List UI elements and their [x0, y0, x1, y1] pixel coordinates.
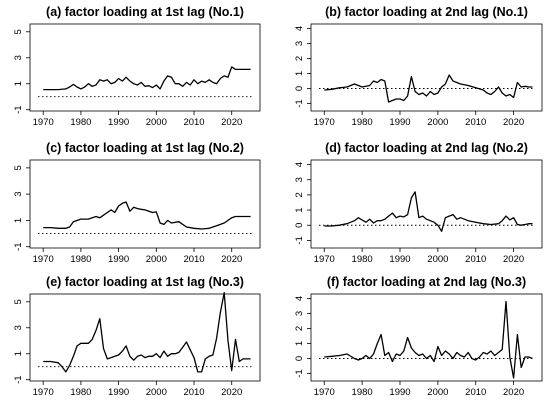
x-tick-label: 2020 — [221, 387, 242, 398]
panel-d: (d) factor loading at 2nd lag (No.2) 1970… — [294, 141, 543, 265]
x-tick-label: 1970 — [33, 254, 54, 265]
x-tick-label: 1970 — [314, 254, 335, 265]
y-tick-label: 2 — [294, 326, 305, 331]
x-tick-label: 2010 — [465, 387, 486, 398]
factor-loading-line — [43, 66, 251, 91]
y-tick-label: -1 — [294, 236, 305, 244]
panel-a: (a) factor loading at 1st lag (No.1) 1970… — [13, 5, 261, 128]
x-tick-label: 2000 — [146, 254, 167, 265]
panel-title: (c) factor loading at 1st lag (No.2) — [46, 141, 244, 155]
factor-loading-line — [324, 300, 533, 379]
y-tick-label: 4 — [294, 162, 305, 167]
y-tick-label: 3 — [294, 311, 305, 316]
y-tick-label: 4 — [294, 26, 305, 31]
x-tick-label: 2020 — [221, 254, 242, 265]
plot-frame — [29, 23, 261, 112]
x-tick-label: 1980 — [352, 387, 373, 398]
x-tick-label: 1970 — [33, 117, 54, 128]
y-tick-label: 3 — [13, 325, 24, 330]
x-tick-label: 2010 — [465, 117, 486, 128]
x-tick-label: 1990 — [108, 117, 129, 128]
x-tick-label: 1990 — [389, 254, 410, 265]
y-tick-label: 3 — [294, 41, 305, 46]
factor-loading-line — [324, 74, 533, 103]
x-tick-label: 1970 — [314, 117, 335, 128]
plot-frame — [310, 159, 543, 249]
x-tick-label: 2000 — [427, 254, 448, 265]
y-tick-label: 1 — [294, 341, 305, 346]
y-tick-label: -1 — [13, 242, 24, 250]
x-tick-label: 1980 — [70, 254, 91, 265]
y-tick-label: 0 — [294, 86, 305, 91]
y-tick-label: 1 — [13, 218, 24, 223]
y-tick-label: -1 — [294, 99, 305, 107]
panel-title: (d) factor loading at 2nd lag (No.2) — [325, 141, 528, 155]
x-tick-label: 2010 — [465, 254, 486, 265]
x-tick-label: 2000 — [146, 387, 167, 398]
x-tick-label: 1980 — [352, 254, 373, 265]
plot-frame — [29, 159, 261, 249]
x-tick-label: 2020 — [503, 254, 524, 265]
y-tick-label: 5 — [13, 299, 24, 304]
x-tick-label: 1990 — [108, 387, 129, 398]
y-tick-label: 1 — [13, 81, 24, 86]
x-tick-label: 2000 — [427, 117, 448, 128]
panel-title: (f) factor loading at 2nd lag (No.3) — [327, 275, 526, 289]
x-tick-label: 1980 — [70, 117, 91, 128]
x-tick-label: 1970 — [33, 387, 54, 398]
x-tick-label: 1990 — [389, 387, 410, 398]
x-tick-label: 1980 — [70, 387, 91, 398]
y-tick-label: -1 — [13, 105, 24, 113]
x-tick-label: 2010 — [183, 117, 204, 128]
panel-e: (e) factor loading at 1st lag (No.3) 1970… — [13, 275, 261, 398]
factor-loading-line — [43, 292, 251, 373]
x-tick-label: 2020 — [221, 117, 242, 128]
y-tick-label: 1 — [13, 351, 24, 356]
x-tick-label: 1990 — [389, 117, 410, 128]
x-tick-label: 1970 — [314, 387, 335, 398]
factor-loading-line — [324, 191, 533, 232]
y-tick-label: 5 — [13, 29, 24, 34]
panel-title: (a) factor loading at 1st lag (No.1) — [46, 5, 244, 19]
x-tick-label: 2000 — [146, 117, 167, 128]
factor-loading-line — [43, 201, 251, 230]
y-tick-label: 3 — [294, 177, 305, 182]
x-tick-label: 1980 — [352, 117, 373, 128]
x-tick-label: 1990 — [108, 254, 129, 265]
plot-frame — [310, 23, 543, 112]
y-tick-label: 5 — [13, 165, 24, 170]
y-tick-label: 1 — [294, 207, 305, 212]
plot-frame — [29, 293, 261, 382]
y-tick-label: 3 — [13, 192, 24, 197]
x-tick-label: 2010 — [183, 254, 204, 265]
x-tick-label: 2010 — [183, 387, 204, 398]
y-tick-label: 1 — [294, 71, 305, 76]
panel-c: (c) factor loading at 1st lag (No.2) 1970… — [13, 141, 261, 265]
panel-b: (b) factor loading at 2nd lag (No.1) 1970… — [294, 5, 543, 128]
x-tick-label: 2020 — [503, 117, 524, 128]
y-tick-label: 3 — [13, 55, 24, 60]
panel-title: (b) factor loading at 2nd lag (No.1) — [325, 5, 528, 19]
y-tick-label: -1 — [294, 369, 305, 377]
y-tick-label: 2 — [294, 192, 305, 197]
y-tick-label: -1 — [13, 375, 24, 383]
panel-title: (e) factor loading at 1st lag (No.3) — [46, 275, 244, 289]
y-tick-label: 4 — [294, 296, 305, 301]
y-tick-label: 0 — [294, 223, 305, 228]
y-tick-label: 0 — [294, 356, 305, 361]
x-tick-label: 2020 — [503, 387, 524, 398]
y-tick-label: 2 — [294, 56, 305, 61]
x-tick-label: 2000 — [427, 387, 448, 398]
plot-frame — [310, 293, 543, 382]
panel-f: (f) factor loading at 2nd lag (No.3) 1970… — [294, 275, 543, 398]
